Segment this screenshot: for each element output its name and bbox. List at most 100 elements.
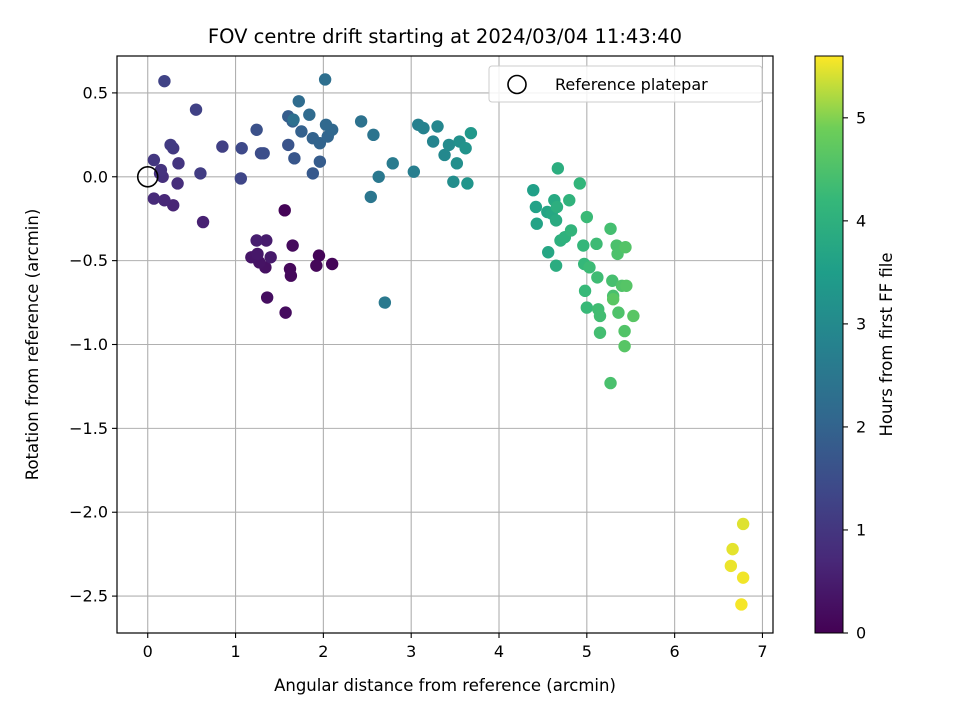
data-point <box>618 339 631 353</box>
colorbar-tick-label: 2 <box>856 417 866 436</box>
y-axis-label: Rotation from reference (arcmin) <box>23 209 42 481</box>
data-point <box>604 222 617 235</box>
x-tick-label: 6 <box>670 642 680 661</box>
data-point <box>438 148 451 162</box>
data-point <box>372 170 385 183</box>
data-point <box>287 113 300 126</box>
data-point <box>292 95 305 108</box>
x-axis-ticks: 0 1 2 3 4 5 6 7 <box>143 633 768 661</box>
data-point <box>464 126 478 140</box>
legend-box <box>488 65 763 103</box>
data-point <box>431 120 444 133</box>
x-tick-label: 3 <box>406 642 416 661</box>
data-point <box>282 138 295 152</box>
x-tick-label: 4 <box>494 642 504 661</box>
data-point <box>527 183 540 197</box>
data-point <box>154 163 168 177</box>
data-point <box>158 194 171 207</box>
data-point <box>286 239 299 252</box>
data-point <box>541 246 555 259</box>
colorbar-gradient <box>814 55 844 634</box>
colorbar: 0 1 2 3 4 5 Hours from first FF file <box>814 55 896 643</box>
data-point <box>264 251 277 264</box>
data-point <box>288 152 301 165</box>
data-point <box>627 309 640 323</box>
data-point <box>251 247 264 261</box>
data-point <box>593 309 607 323</box>
data-point <box>260 291 274 304</box>
data-point <box>250 123 263 137</box>
data-point <box>417 121 430 135</box>
data-point <box>364 190 377 204</box>
colorbar-tick-label: 0 <box>856 624 866 643</box>
y-tick-label: −0.5 <box>69 251 108 270</box>
data-point <box>318 73 332 86</box>
data-point <box>442 138 456 152</box>
data-point <box>612 306 625 319</box>
data-point <box>295 125 308 138</box>
data-point <box>164 138 177 152</box>
data-point <box>303 108 316 121</box>
data-point <box>257 147 270 160</box>
data-point <box>378 296 392 309</box>
data-point <box>250 234 263 247</box>
data-point <box>593 326 607 339</box>
colorbar-tick-label: 1 <box>856 520 866 539</box>
chart-title: FOV centre drift starting at 2024/03/04 … <box>208 25 682 48</box>
x-tick-label: 7 <box>757 642 767 661</box>
data-point <box>189 103 203 116</box>
data-point <box>306 167 320 180</box>
data-point <box>726 542 739 556</box>
plot-points <box>136 73 750 611</box>
x-tick-label: 0 <box>143 642 153 661</box>
data-point <box>319 118 333 131</box>
legend: Reference platepar <box>488 65 763 103</box>
data-point <box>583 261 596 274</box>
y-tick-label: 0.0 <box>83 167 108 186</box>
data-point <box>279 306 292 319</box>
colorbar-ticks: 0 1 2 3 4 5 <box>843 108 866 643</box>
data-point <box>724 559 738 573</box>
data-point <box>606 274 619 287</box>
x-tick-label: 2 <box>318 642 328 661</box>
y-axis-ticks: 0.5 0.0 −0.5 −1.0 −1.5 −2.0 −2.5 <box>69 83 117 606</box>
data-point <box>619 241 632 254</box>
x-tick-label: 5 <box>582 642 592 661</box>
y-tick-label: 0.5 <box>83 83 108 102</box>
data-point <box>578 284 592 298</box>
data-point <box>171 177 184 190</box>
data-point <box>310 259 323 272</box>
data-point <box>618 324 631 338</box>
data-point <box>235 142 248 155</box>
data-point <box>550 200 564 214</box>
y-tick-label: −1.5 <box>69 419 108 438</box>
data-point <box>549 214 563 227</box>
colorbar-tick-label: 3 <box>856 314 866 333</box>
data-point <box>147 192 161 205</box>
colorbar-tick-label: 5 <box>856 108 866 127</box>
data-point <box>549 259 563 272</box>
data-point <box>260 234 273 247</box>
colorbar-tick-label: 4 <box>856 211 866 230</box>
data-point <box>551 162 565 175</box>
data-point <box>313 155 327 168</box>
y-tick-label: −2.5 <box>69 587 108 606</box>
data-point <box>147 153 161 167</box>
data-point <box>459 142 472 155</box>
data-point <box>216 140 229 153</box>
data-point <box>577 239 590 252</box>
data-point <box>530 217 543 230</box>
data-point <box>447 175 460 188</box>
data-point <box>580 210 594 224</box>
y-tick-label: −1.0 <box>69 335 108 354</box>
data-point <box>564 224 578 237</box>
data-point <box>172 157 185 170</box>
data-point <box>450 157 464 170</box>
data-point <box>620 279 633 292</box>
data-point <box>284 269 298 282</box>
data-point <box>604 376 617 390</box>
data-point <box>158 74 171 88</box>
data-point <box>325 257 339 271</box>
